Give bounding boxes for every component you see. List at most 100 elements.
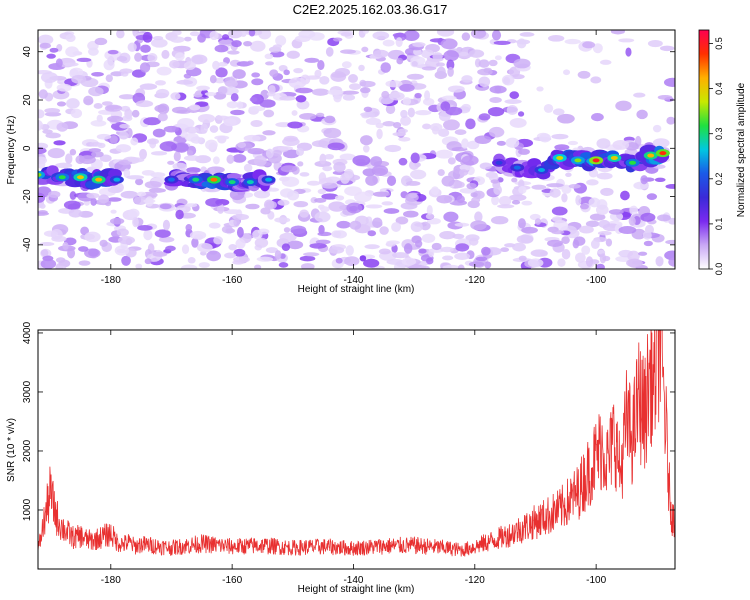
spectrogram-cell [65,33,76,43]
spectrogram-cell [668,257,675,267]
spectrogram-cell [304,57,320,63]
spectrogram-cell [459,187,478,194]
spectrogram-cell [252,229,263,240]
spectrogram-cell [205,139,218,151]
spectrogram-cell [209,125,219,133]
spectrogram-cell [440,246,454,253]
spectrogram-cell [487,107,505,117]
spectrogram-cell [638,251,648,256]
spectrogram-signal-peak [538,168,546,173]
spectrogram-cell [155,80,166,86]
spectrogram-cell [346,202,363,214]
spectrogram-cell [87,47,99,56]
spectrogram-cell [127,157,145,163]
spectrogram-cell [534,218,542,225]
spectrogram-cell [386,175,397,186]
spectrogram-signal-peak [167,177,175,182]
spectrogram-cell [336,220,351,229]
x-tick-label: -160 [222,275,242,286]
spectrogram-cell [299,172,310,177]
spectrogram-cell [410,221,423,233]
spectrogram-signal-peak [58,175,66,180]
spectrogram-cell [251,78,264,86]
spectrogram-cell [196,242,213,253]
spectrogram-cell [248,105,266,112]
spectrogram-cell [287,121,303,129]
spectrogram-signal-peak [38,172,42,177]
spectrogram-cell [468,49,485,58]
spectrogram-cell [441,95,457,101]
spectrogram-cell [625,47,632,57]
spectrogram-cell [250,120,263,127]
spectrogram-cell [170,36,185,43]
spectrogram-cell [237,142,247,149]
spectrogram-cell [115,144,132,153]
spectrogram-cell [130,137,139,146]
spectrogram-cell [233,248,246,257]
colorbar: 0.0 0.1 0.2 0.3 0.4 0.5 Normalized spectral a… [698,29,747,275]
spectrogram-cell [467,140,480,150]
spectrogram-cell [496,140,507,146]
spectrogram-cell [68,209,83,218]
spectrogram-cell [152,251,168,257]
spectrogram-cell [191,237,199,248]
spectrogram-cell [646,193,658,201]
spectrogram-cell [436,30,455,37]
colorbar-tick-label: 0.1 [714,218,724,231]
spectrogram-signal-peak [556,155,564,160]
spectrogram-cell [184,126,200,134]
spectrogram-cell [440,38,458,50]
spectrogram-cell [447,157,456,165]
spectrogram-cell [162,219,171,231]
x-tick-label: -160 [222,575,242,586]
spectrogram-cell [461,32,471,41]
y-tick-label: 4000 [22,321,33,344]
spectrogram-cell [398,157,408,166]
spectrogram-cell [504,99,522,104]
spectrogram-cell [640,175,648,185]
spectrogram-cell [605,238,613,247]
spectrogram-x-ticks: -180 -160 -140 -120 -100 [101,30,607,286]
spectrogram-cell [233,256,250,263]
snr-background [38,330,675,569]
spectrogram-cell [269,51,285,58]
snr-series-line [38,330,675,557]
spectrogram-cell [640,212,656,222]
spectrogram-cell [295,87,313,94]
spectrogram-cell [236,101,244,110]
spectrogram-cell [86,192,100,199]
spectrogram-cell [484,261,492,269]
spectrogram-cell [109,135,118,144]
spectrogram-cell [358,64,365,72]
spectrogram-cell [254,264,262,269]
spectrogram-cell [185,167,201,174]
spectrogram-cell [185,203,198,208]
spectrogram-cell [359,87,371,94]
spectrogram-cell [264,53,274,60]
spectrogram-cell [429,123,443,132]
spectrogram-cell [488,59,498,67]
spectrogram-cell [170,92,181,101]
spectrogram-signal-peak [495,160,503,165]
chart-title: C2E2.2025.162.03.36.G17 [293,2,448,17]
spectrogram-cell [159,141,177,152]
spectrogram-cell [267,187,280,192]
spectrogram-cell [414,110,432,116]
spectrogram-cell [371,165,389,176]
spectrogram-cell [577,70,591,79]
spectrogram-cell [265,247,279,254]
spectrogram-cell [395,37,403,48]
spectrogram-cell [405,181,421,186]
spectrogram-cell [205,197,223,207]
spectrogram-cell [90,120,107,127]
spectrogram-cell [300,263,315,269]
spectrogram-cell [288,77,307,89]
spectrogram-cell [283,149,300,159]
spectrogram-cell [157,112,168,122]
spectrogram-cell [144,180,162,189]
spectrogram-cell [457,264,465,269]
spectrogram-cell [372,31,390,40]
y-tick-label: 1000 [22,498,33,521]
spectrogram-cell [171,106,188,114]
spectrogram-cell [561,236,570,244]
